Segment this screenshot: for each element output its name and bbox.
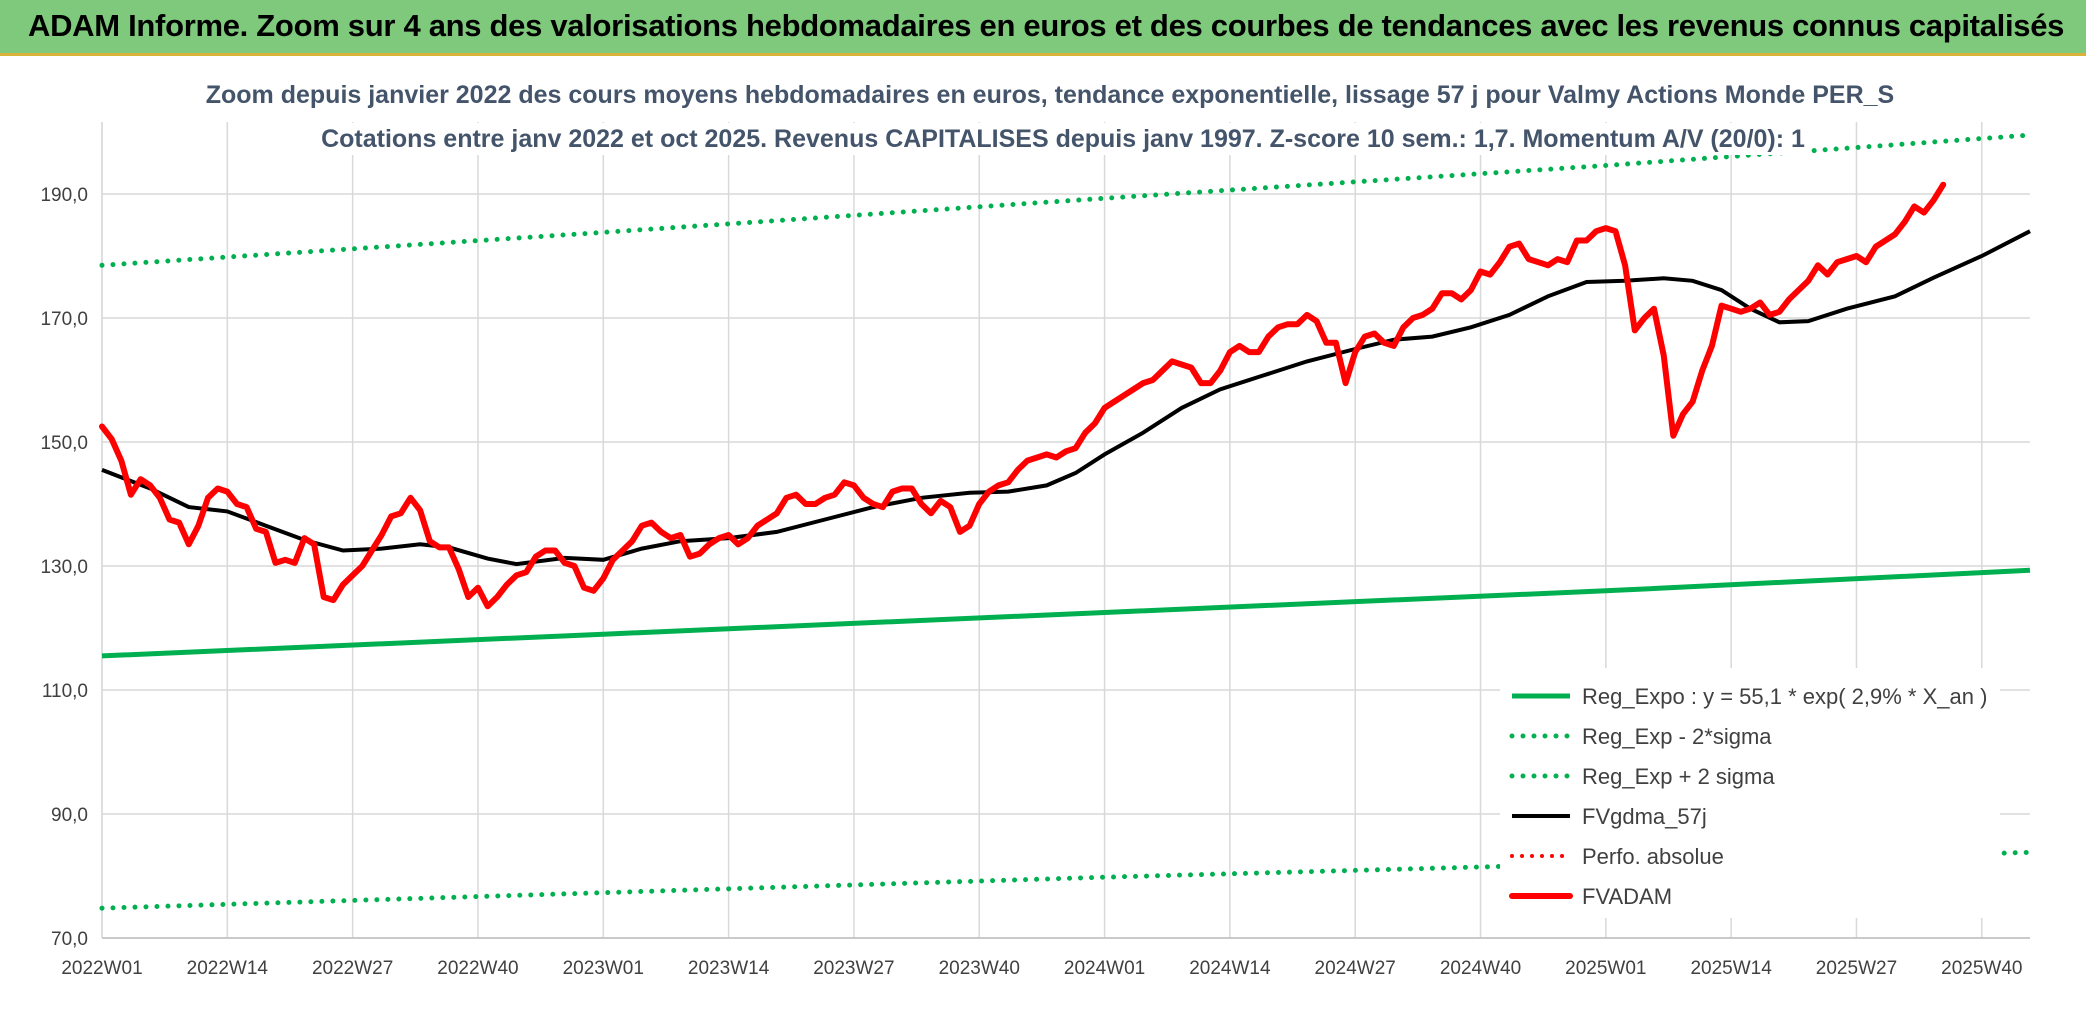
x-tick-label: 2025W40: [1941, 958, 2022, 979]
y-tick-label: 170,0: [40, 309, 88, 330]
y-tick-label: 110,0: [42, 681, 88, 702]
x-tick-label: 2024W27: [1315, 958, 1396, 979]
x-tick-label: 2022W14: [187, 958, 269, 979]
chart-title-line2: Cotations entre janv 2022 et oct 2025. R…: [321, 125, 1805, 153]
x-tick-label: 2023W14: [688, 958, 770, 979]
x-tick-label: 2022W40: [437, 958, 518, 979]
legend-label-fvadam: FVADAM: [1582, 884, 1672, 909]
legend: Reg_Expo : y = 55,1 * exp( 2,9% * X_an )…: [1500, 668, 2000, 918]
chart-title-line1: Zoom depuis janvier 2022 des cours moyen…: [206, 81, 1895, 109]
chart-area: 70,0 90,0 110,0 130,0 150,0 170,0 190,0 2022W01…: [0, 56, 2086, 1031]
page-title: ADAM Informe. Zoom sur 4 ans des valoris…: [28, 8, 2065, 43]
legend-label-perfo: Perfo. absolue: [1582, 844, 1724, 869]
line-chart: 70,0 90,0 110,0 130,0 150,0 170,0 190,0 2022W01…: [40, 79, 2033, 979]
y-tick-label: 70,0: [51, 929, 88, 950]
title-backdrop: [315, 123, 1812, 155]
x-tick-label: 2023W40: [939, 958, 1020, 979]
y-tick-label: 90,0: [51, 805, 88, 826]
series-line-reg_plus: [99, 132, 2033, 268]
x-tick-label: 2022W01: [61, 958, 142, 979]
axes: 70,0 90,0 110,0 130,0 150,0 170,0 190,0 2022W01…: [40, 122, 2030, 979]
y-tick-label: 150,0: [40, 433, 88, 454]
title-backdrop: [199, 79, 1901, 111]
series-line-fvgdma: [101, 229, 2031, 567]
x-tick-label: 2025W27: [1816, 958, 1897, 979]
series-line-reg_expo: [101, 567, 2031, 659]
x-tick-label: 2023W01: [563, 958, 644, 979]
header-banner: ADAM Informe. Zoom sur 4 ans des valoris…: [0, 0, 2086, 56]
legend-background: [1500, 668, 2000, 918]
series-line-fvadam: [99, 181, 1947, 610]
y-tick-label: 130,0: [40, 557, 88, 578]
series-group: [99, 132, 2033, 911]
legend-label-reg_minus: Reg_Exp - 2*sigma: [1582, 724, 1772, 749]
legend-label-fvgdma: FVgdma_57j: [1582, 804, 1707, 829]
x-tick-label: 2024W40: [1440, 958, 1521, 979]
x-tick-label: 2025W14: [1690, 958, 1772, 979]
legend-label-reg_expo: Reg_Expo : y = 55,1 * exp( 2,9% * X_an ): [1582, 684, 1987, 709]
legend-label-reg_plus: Reg_Exp + 2 sigma: [1582, 764, 1775, 789]
x-tick-label: 2024W01: [1064, 958, 1145, 979]
x-tick-label: 2025W01: [1565, 958, 1646, 979]
y-tick-label: 190,0: [40, 185, 88, 206]
series-line-reg_minus: [99, 849, 2033, 911]
x-tick-label: 2024W14: [1189, 958, 1271, 979]
x-tick-label: 2023W27: [813, 958, 894, 979]
x-tick-label: 2022W27: [312, 958, 393, 979]
